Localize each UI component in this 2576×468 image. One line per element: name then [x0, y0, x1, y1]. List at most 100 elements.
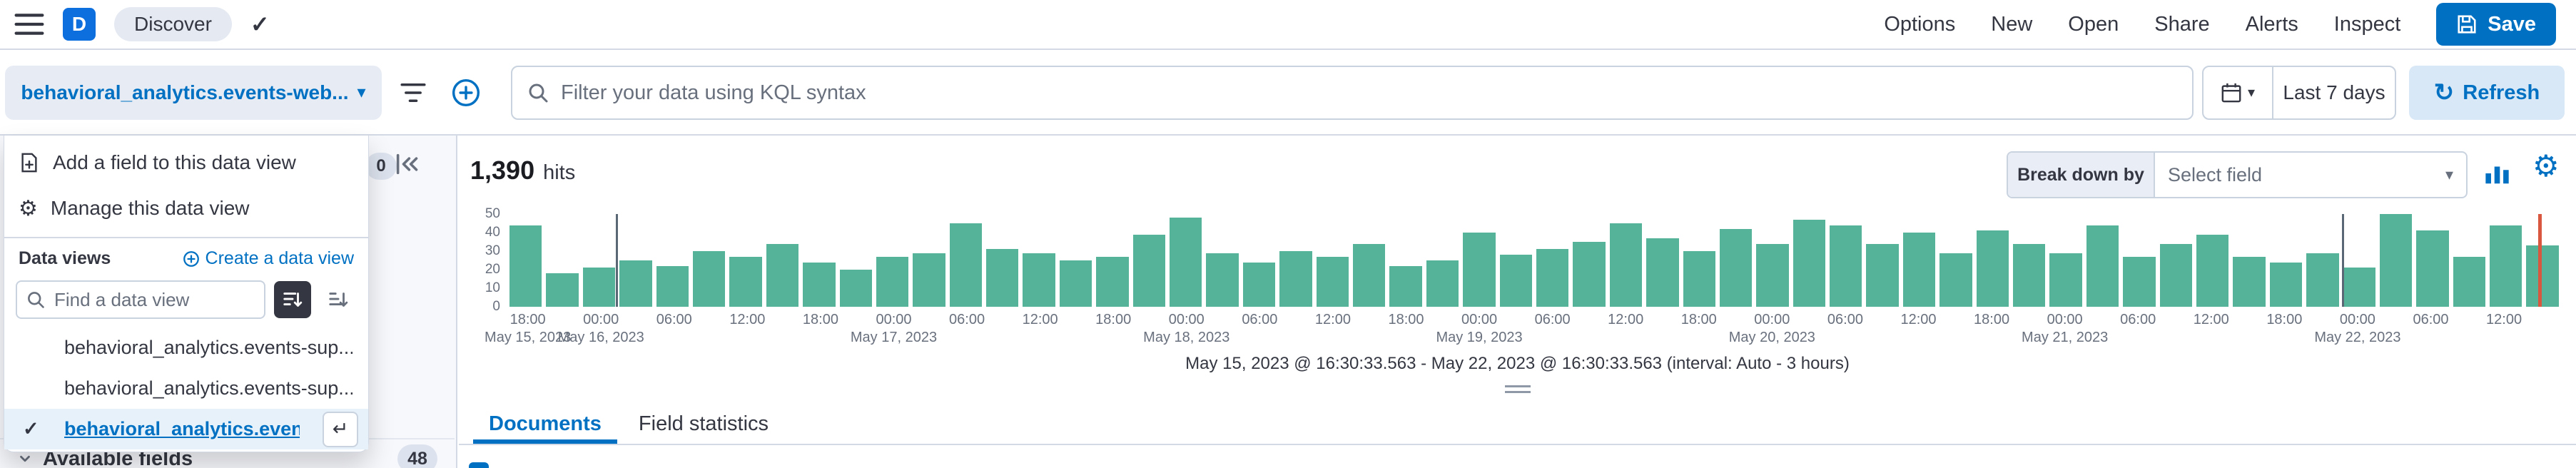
- x-axis-label: 00:00 May 19, 2023: [1436, 312, 1523, 345]
- chart-options-gear-icon[interactable]: ⚙: [2532, 149, 2560, 183]
- header-action-open[interactable]: Open: [2068, 12, 2119, 36]
- search-icon: [26, 290, 46, 310]
- header-action-share[interactable]: Share: [2154, 12, 2210, 36]
- tab-documents[interactable]: Documents: [473, 404, 617, 444]
- save-icon: [2456, 14, 2478, 35]
- return-key-hint-icon: ↵: [323, 411, 358, 447]
- histogram-bar: [1059, 260, 1092, 307]
- histogram-bar: [1206, 253, 1239, 307]
- save-button[interactable]: Save: [2436, 3, 2556, 46]
- save-label: Save: [2488, 12, 2536, 36]
- histogram-bar: [2416, 230, 2449, 307]
- chevron-down-icon: ▾: [2247, 85, 2256, 101]
- histogram-bar: [692, 251, 726, 307]
- add-filter-icon[interactable]: [442, 71, 490, 114]
- data-view-option[interactable]: behavioral_analytics.events-sup...: [4, 327, 368, 368]
- histogram-bar: [2453, 256, 2486, 307]
- histogram-bar: [1866, 243, 1899, 307]
- x-axis-label: 18:00: [802, 312, 838, 327]
- x-axis-label: 00:00 May 22, 2023: [2314, 312, 2401, 345]
- space-avatar[interactable]: D: [63, 8, 96, 41]
- breakdown-label: Break down by: [2008, 153, 2155, 197]
- create-data-view-link[interactable]: Create a data view: [183, 248, 354, 269]
- histogram-bar: [2159, 243, 2192, 307]
- header-action-options[interactable]: Options: [1884, 12, 1956, 36]
- x-axis-label: 06:00: [1534, 312, 1571, 327]
- header-actions: Options New Open Share Alerts Inspect: [1884, 13, 2400, 36]
- histogram-bar: [2049, 253, 2082, 307]
- histogram-bar: [1242, 262, 1276, 307]
- data-view-option[interactable]: ✓ behavioral_analytics.even... ↵: [4, 409, 368, 449]
- x-axis-label: 18:00: [1680, 312, 1717, 327]
- data-view-picker-button[interactable]: behavioral_analytics.events-web... ▾: [5, 66, 382, 120]
- chart-resize-handle[interactable]: [1504, 385, 1531, 393]
- histogram-bar: [986, 249, 1019, 307]
- header-action-inspect[interactable]: Inspect: [2333, 12, 2401, 36]
- x-axis-label: 06:00: [656, 312, 692, 327]
- header-action-alerts[interactable]: Alerts: [2245, 12, 2298, 36]
- time-range-value[interactable]: Last 7 days: [2283, 81, 2385, 103]
- sort-order-button[interactable]: [320, 281, 357, 318]
- histogram-bar: [1389, 265, 1422, 307]
- histogram-bars: [509, 214, 2559, 307]
- x-axis-label: 12:00: [729, 312, 766, 327]
- y-axis-label: 20: [485, 262, 500, 277]
- breadcrumb[interactable]: Discover: [114, 7, 232, 41]
- hits-label: hits: [543, 161, 576, 184]
- histogram-bar: [619, 260, 652, 307]
- x-axis-label: 12:00: [1900, 312, 1937, 327]
- add-field-menu-item[interactable]: Add a field to this data view: [4, 140, 368, 185]
- main-content: 1,390 hits Break down by Select field ▾ …: [459, 136, 2576, 468]
- y-axis-label: 40: [485, 225, 500, 240]
- filter-icon[interactable]: [392, 71, 434, 114]
- breakdown-control: Break down by Select field ▾: [2007, 151, 2468, 198]
- kql-search-input[interactable]: [559, 80, 2178, 106]
- refresh-button[interactable]: ↻ Refresh: [2409, 66, 2565, 120]
- add-field-icon: [19, 152, 40, 173]
- date-picker: ▾ Last 7 days: [2202, 66, 2396, 120]
- sort-alphabetical-button[interactable]: [274, 281, 311, 318]
- histogram-bar: [2379, 214, 2413, 307]
- time-range-note: May 15, 2023 @ 16:30:33.563 - May 22, 20…: [1185, 354, 1850, 373]
- header-action-new[interactable]: New: [1991, 12, 2033, 36]
- data-view-option[interactable]: behavioral_analytics.events-sup...: [4, 368, 368, 409]
- manage-data-view-menu-item[interactable]: ⚙ Manage this data view: [4, 185, 368, 231]
- x-axis-label: 12:00: [2486, 312, 2522, 327]
- select-all-checkbox[interactable]: [469, 462, 489, 468]
- find-data-view-input[interactable]: [53, 288, 255, 312]
- collapse-sidebar-icon[interactable]: [394, 151, 420, 177]
- histogram-bar: [2233, 256, 2266, 307]
- x-axis-label: 18:00: [1388, 312, 1424, 327]
- x-axis-label: 06:00: [1242, 312, 1278, 327]
- histogram-bar: [1463, 233, 1496, 307]
- histogram-bar: [1573, 242, 1606, 307]
- histogram-bar: [1939, 253, 1972, 307]
- create-data-view-label: Create a data view: [205, 248, 354, 268]
- histogram-bar: [766, 243, 799, 307]
- histogram-bar: [2086, 225, 2119, 307]
- date-quick-select-button[interactable]: ▾: [2204, 67, 2273, 118]
- refresh-icon: ↻: [2433, 79, 2455, 106]
- refresh-label: Refresh: [2463, 81, 2540, 104]
- histogram-plot[interactable]: [509, 214, 2559, 307]
- histogram-bar: [839, 270, 872, 307]
- histogram-bar: [1976, 230, 2009, 307]
- data-view-popover: Add a field to this data view ⚙ Manage t…: [4, 136, 369, 452]
- menu-icon[interactable]: [14, 13, 44, 36]
- histogram-icon[interactable]: [2484, 160, 2511, 187]
- x-axis: 18:00 May 15, 2023 00:00 May 16, 2023 06:00 1…: [485, 311, 2559, 350]
- histogram-bar: [2343, 268, 2375, 307]
- app-header: D Discover ✓ Options New Open Share Alerts In…: [0, 0, 2576, 50]
- tab-field-statistics[interactable]: Field statistics: [638, 412, 769, 435]
- histogram-bar: [1023, 253, 1055, 307]
- check-icon: ✓: [250, 11, 270, 37]
- histogram-bar: [1316, 256, 1349, 307]
- histogram-bar: [729, 256, 762, 307]
- histogram-bar: [2306, 253, 2339, 307]
- histogram-bar: [546, 273, 579, 307]
- chevron-down-icon: [17, 451, 33, 467]
- search-icon: [527, 81, 549, 104]
- histogram-bar: [1719, 228, 1753, 307]
- breakdown-select[interactable]: Select field ▾: [2155, 153, 2466, 197]
